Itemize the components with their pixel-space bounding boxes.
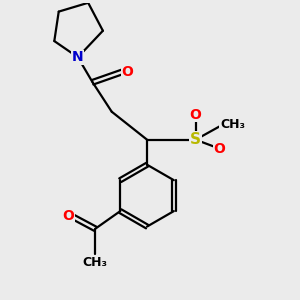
Text: CH₃: CH₃ (220, 118, 245, 131)
Text: O: O (122, 65, 133, 79)
Text: O: O (213, 142, 225, 155)
Text: O: O (62, 208, 74, 223)
Text: S: S (190, 132, 201, 147)
Text: N: N (72, 50, 84, 64)
Text: O: O (190, 108, 202, 122)
Text: CH₃: CH₃ (83, 256, 108, 269)
